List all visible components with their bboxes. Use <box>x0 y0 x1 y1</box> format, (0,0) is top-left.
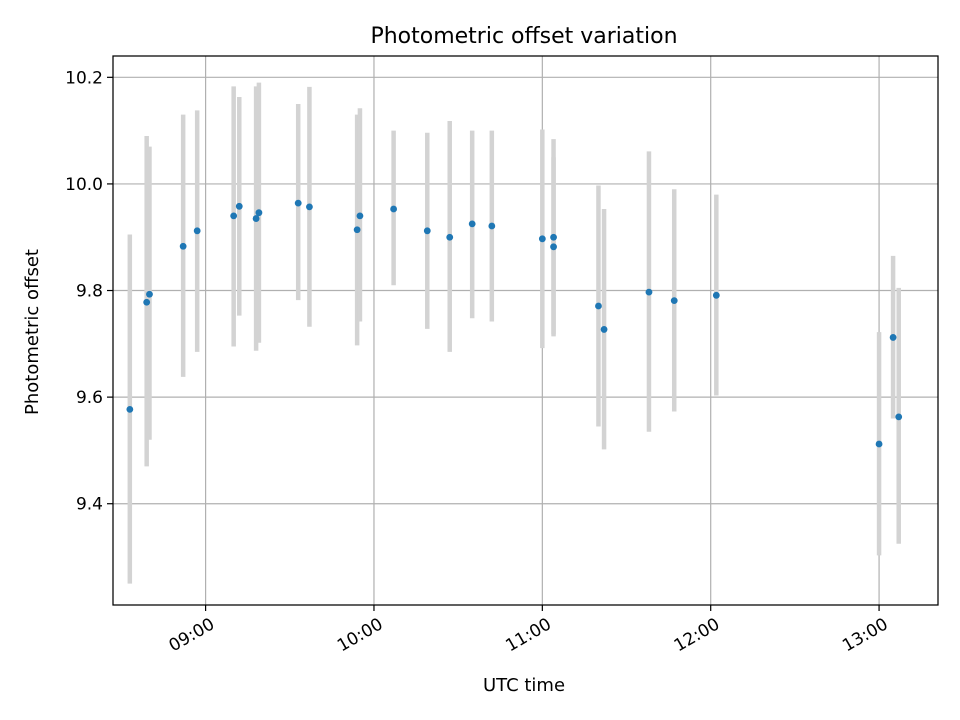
data-point <box>356 212 364 220</box>
chart-title: Photometric offset variation <box>370 24 677 49</box>
data-point <box>670 297 678 305</box>
data-point <box>143 298 151 306</box>
y-tick-label: 10.2 <box>65 68 103 88</box>
x-tick-label: 13:00 <box>839 614 891 656</box>
x-tick-label: 12:00 <box>671 614 723 656</box>
data-point <box>595 302 602 310</box>
data-point <box>895 413 903 421</box>
data-point <box>712 291 720 299</box>
data-point <box>193 227 201 235</box>
data-point <box>488 222 496 230</box>
data-point <box>645 288 653 296</box>
data-point <box>550 233 557 241</box>
grid <box>113 56 938 605</box>
data-point <box>179 242 187 250</box>
data-point <box>538 235 546 243</box>
data-point <box>889 334 897 341</box>
ticks: 09:00 10:00 11:00 12:00 13:00 9.4 9.6 9.8 10.0 10… <box>65 68 891 656</box>
data-point <box>550 243 557 251</box>
data-point <box>252 215 260 222</box>
data-point <box>446 233 454 241</box>
data-point <box>468 220 476 228</box>
data-point <box>306 203 313 211</box>
y-tick-label: 9.8 <box>76 282 103 302</box>
x-tick-label: 10:00 <box>334 614 386 656</box>
data-point <box>230 212 238 220</box>
data-point <box>294 199 302 207</box>
data-point <box>126 405 134 413</box>
data-points <box>126 199 903 448</box>
y-tick-label: 9.4 <box>76 495 103 515</box>
y-tick-label: 9.6 <box>76 388 103 408</box>
data-point <box>353 226 361 234</box>
data-point <box>875 440 883 448</box>
data-point <box>235 202 243 210</box>
x-axis-label: UTC time <box>483 675 565 696</box>
y-axis-label: Photometric offset <box>22 249 43 415</box>
plot-frame <box>112 55 939 606</box>
errorbars <box>127 82 901 584</box>
data-point <box>146 290 153 298</box>
data-point <box>423 227 431 235</box>
y-tick-label: 10.0 <box>65 175 103 195</box>
x-tick-label: 09:00 <box>166 614 218 656</box>
data-point <box>390 205 398 213</box>
x-tick-label: 11:00 <box>502 614 554 656</box>
data-point <box>255 209 263 217</box>
data-point <box>600 326 608 333</box>
